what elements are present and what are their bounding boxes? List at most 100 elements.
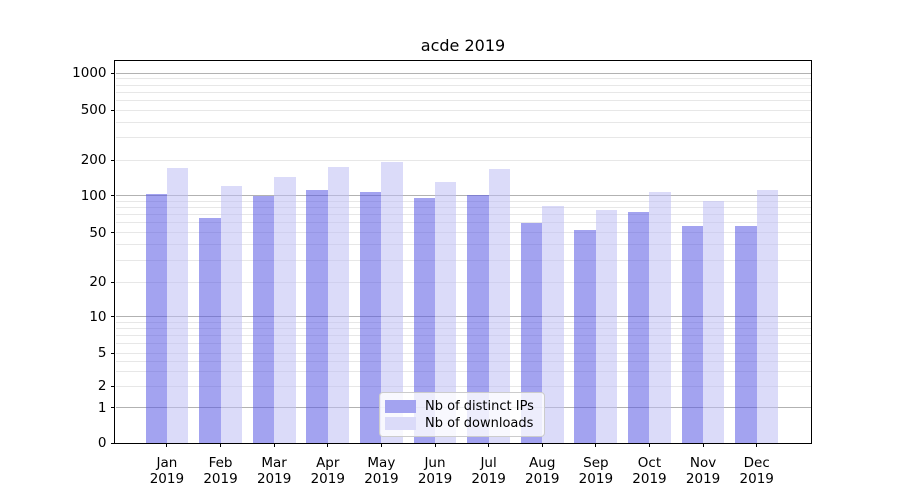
legend-label-downloads: Nb of downloads <box>425 415 534 431</box>
x-axis-tick-label: Nov 2019 <box>673 455 733 487</box>
y-tick-mark <box>110 232 115 234</box>
y-gridline-major <box>115 72 811 74</box>
x-tick-mark <box>380 443 382 448</box>
x-tick-mark <box>648 443 650 448</box>
y-tick-mark <box>110 159 115 161</box>
x-axis-tick-label: Dec 2019 <box>727 455 787 487</box>
y-tick-mark <box>110 385 115 387</box>
y-tick-mark <box>110 316 115 317</box>
x-tick-year: 2019 <box>685 470 721 487</box>
bar-distinct-ips <box>681 225 704 444</box>
x-tick-year: 2019 <box>203 470 238 487</box>
x-tick-mark <box>702 443 704 448</box>
x-axis-tick-label: May 2019 <box>351 455 411 487</box>
y-gridline-minor <box>115 99 811 101</box>
y-gridline-minor <box>115 91 811 93</box>
x-tick-mark <box>541 443 543 448</box>
y-axis-tick-label: 10 <box>89 308 107 325</box>
x-tick-mark <box>273 443 275 448</box>
x-tick-mark <box>220 443 222 448</box>
x-axis-tick-label: Mar 2019 <box>244 455 304 487</box>
bar-distinct-ips <box>145 194 167 444</box>
y-gridline-minor <box>115 214 811 216</box>
bar-downloads <box>220 185 242 444</box>
bar-downloads <box>542 206 564 444</box>
y-axis-tick-label: 500 <box>80 102 107 118</box>
x-tick-year: 2019 <box>310 470 345 487</box>
x-axis-tick-label: Aug 2019 <box>512 455 572 487</box>
x-tick-mark <box>595 443 597 448</box>
x-tick-month: May <box>367 455 396 471</box>
y-gridline-major <box>115 316 811 317</box>
x-axis-tick-label: Sep 2019 <box>566 455 626 487</box>
y-gridline-minor <box>115 200 811 202</box>
bar-downloads <box>595 210 618 444</box>
y-axis-tick-label: 1000 <box>72 65 107 82</box>
y-gridline-minor <box>115 343 811 345</box>
y-gridline-minor <box>115 137 811 139</box>
y-tick-mark <box>110 407 115 409</box>
bar-distinct-ips <box>628 211 650 444</box>
y-tick-mark <box>110 72 115 74</box>
y-gridline-minor <box>115 121 811 123</box>
bar-downloads <box>327 167 350 444</box>
x-axis-tick-label: Oct 2019 <box>619 455 679 487</box>
x-tick-month: Nov <box>689 455 717 471</box>
y-axis-tick-label: 20 <box>89 274 107 291</box>
y-gridline-minor <box>115 360 811 362</box>
y-gridline-minor <box>115 207 811 209</box>
chart-title: acde 2019 <box>420 36 506 55</box>
bar-distinct-ips <box>467 195 489 444</box>
x-tick-year: 2019 <box>739 470 774 487</box>
x-tick-mark <box>434 443 436 448</box>
y-gridline-minor <box>115 352 811 354</box>
bar-distinct-ips <box>413 198 435 444</box>
bar-distinct-ips <box>199 217 221 444</box>
y-gridline-minor <box>115 159 811 161</box>
y-gridline-minor <box>115 84 811 86</box>
bar-distinct-ips <box>574 229 596 444</box>
x-tick-month: Jan <box>156 455 178 471</box>
bar-distinct-ips <box>359 192 382 444</box>
legend: Nb of distinct IPs Nb of downloads <box>379 392 545 437</box>
x-tick-month: Aug <box>529 455 556 471</box>
x-tick-mark <box>756 443 758 448</box>
y-gridline-minor <box>115 109 811 111</box>
x-tick-year: 2019 <box>578 470 614 487</box>
x-axis-tick-label: Jan 2019 <box>137 455 197 487</box>
legend-label-distinct-ips: Nb of distinct IPs <box>425 398 534 414</box>
bar-downloads <box>756 189 779 444</box>
y-tick-mark <box>110 352 115 354</box>
x-tick-month: Sep <box>583 455 609 471</box>
bar-downloads <box>435 181 457 444</box>
x-tick-month: Jun <box>424 455 446 471</box>
x-axis-tick-label: Jun 2019 <box>405 455 465 487</box>
legend-swatch-distinct-ips <box>385 399 416 413</box>
legend-item-downloads: Nb of downloads <box>385 415 544 432</box>
x-tick-year: 2019 <box>149 470 185 487</box>
bar-downloads <box>166 168 189 444</box>
y-gridline-minor <box>115 385 811 387</box>
x-tick-year: 2019 <box>632 470 667 487</box>
y-axis-tick-label: 200 <box>80 152 107 168</box>
x-tick-month: Feb <box>208 455 233 471</box>
y-gridline-minor <box>115 78 811 80</box>
y-gridline-minor <box>115 321 811 323</box>
y-tick-mark <box>110 109 115 111</box>
x-tick-year: 2019 <box>417 470 453 487</box>
x-axis-tick-label: Feb 2019 <box>191 455 251 487</box>
x-tick-year: 2019 <box>471 470 506 487</box>
bar-distinct-ips <box>252 196 275 444</box>
y-tick-mark <box>110 442 115 444</box>
legend-swatch-downloads <box>385 416 416 430</box>
y-gridline-minor <box>115 232 811 234</box>
bar-distinct-ips <box>306 190 328 444</box>
y-gridline-minor <box>115 327 811 329</box>
y-gridline-major <box>115 195 811 197</box>
y-gridline-minor <box>115 259 811 261</box>
legend-item-distinct-ips: Nb of distinct IPs <box>385 398 544 415</box>
y-axis-tick-label: 100 <box>80 187 107 204</box>
bar-downloads <box>703 201 725 444</box>
y-gridline-minor <box>115 244 811 246</box>
bar-distinct-ips <box>520 222 543 444</box>
